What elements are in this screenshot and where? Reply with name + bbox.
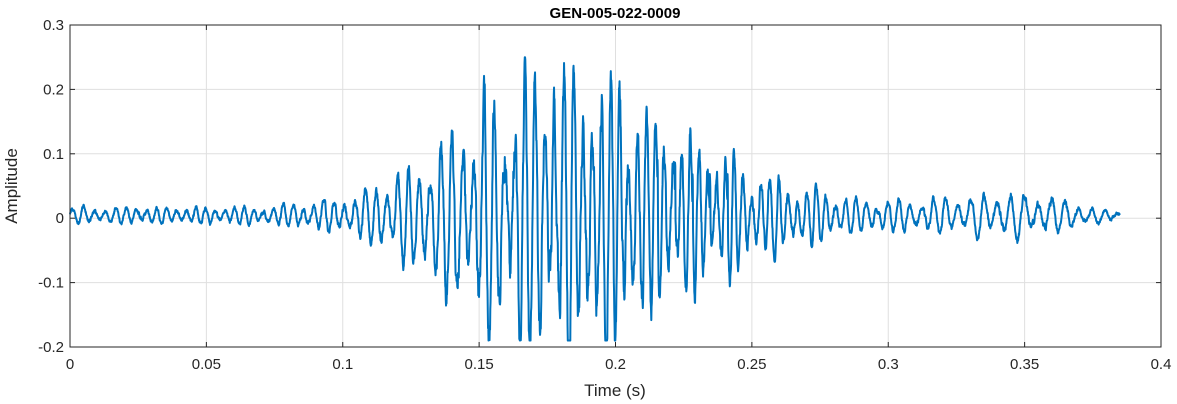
chart-title: GEN-005-022-0009 [550,5,681,22]
x-tick-label: 0.05 [192,356,221,373]
ticks: 0 0.05 0.1 0.15 0.2 0.25 0.3 0.35 0.4 -0.2 -0.1 0 0.… [38,17,1171,373]
y-tick-label: 0.1 [43,146,64,163]
series-layer [69,56,1121,342]
y-tick-label: 0 [56,210,64,227]
x-tick-label: 0.35 [1010,356,1039,373]
y-tick-label: -0.2 [38,339,64,356]
x-tick-label: 0.1 [332,356,353,373]
x-tick-label: 0.4 [1151,356,1172,373]
x-tick-label: 0 [66,356,74,373]
y-tick-label: 0.2 [43,81,64,98]
x-tick-label: 0.15 [465,356,494,373]
y-tick-label: 0.3 [43,17,64,34]
amplitude-series-line [69,56,1121,342]
x-tick-label: 0.25 [737,356,766,373]
x-tick-label: 0.3 [878,356,899,373]
x-axis-label: Time (s) [584,381,646,400]
x-tick-label: 0.2 [605,356,626,373]
y-tick-label: -0.1 [38,275,64,292]
y-axis-label: Amplitude [2,148,21,224]
